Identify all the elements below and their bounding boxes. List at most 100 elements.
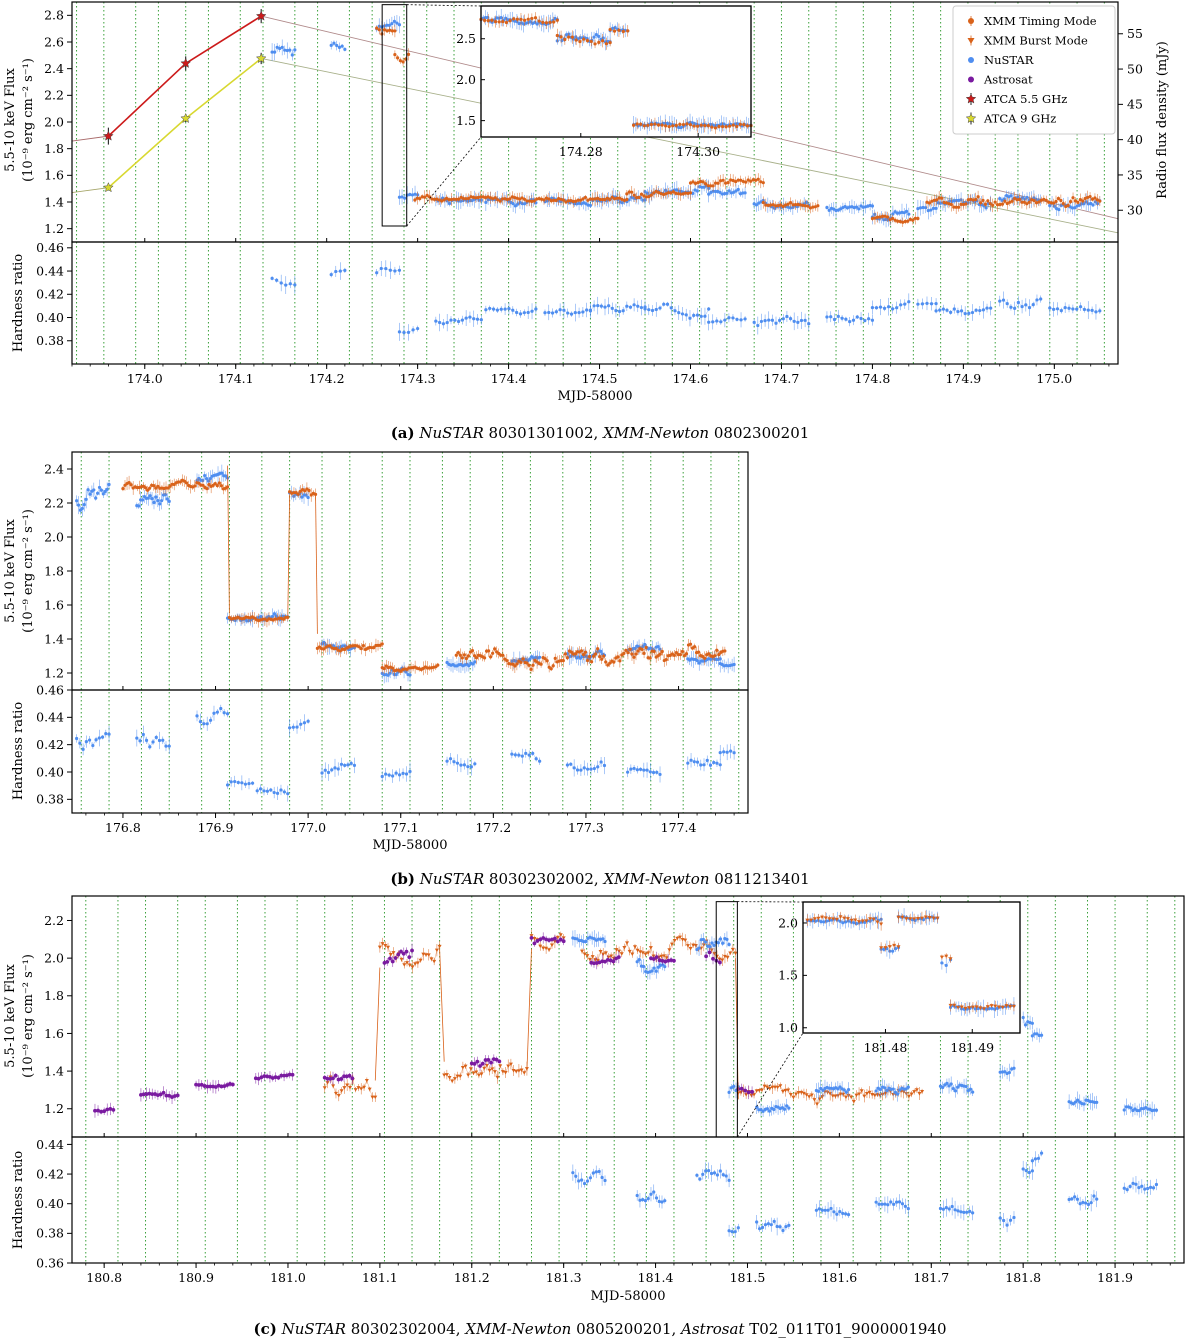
- y-tick-label: 1.8: [44, 141, 64, 156]
- y-tick-label: 1.2: [44, 221, 64, 236]
- atca-5.5-point: [180, 57, 192, 68]
- nustar-segment: [445, 656, 477, 674]
- xmm-segment: [555, 28, 612, 50]
- xmm-point: [625, 197, 629, 202]
- nustar-point: [907, 300, 911, 304]
- hardness-y-axis-ticks: 0.38 0.40 0.42 0.44 0.46: [36, 240, 72, 348]
- zoom-connector: [406, 4, 482, 7]
- xmm-point: [481, 195, 485, 199]
- nustar-point: [278, 46, 282, 51]
- flux-data-points: [270, 15, 1102, 228]
- radio-y-tick-label: 45: [1127, 97, 1143, 112]
- nustar-segment: [375, 260, 402, 279]
- nustar-point: [743, 191, 747, 195]
- radio-y-tick-label: 50: [1127, 61, 1143, 76]
- nustar-segment: [434, 310, 483, 332]
- nustar-segment: [510, 748, 542, 765]
- nustar-point: [157, 738, 162, 743]
- nustar-point: [408, 769, 412, 774]
- inset-x-tick-label: 174.28: [559, 144, 603, 159]
- nustar-point: [893, 210, 897, 214]
- xmm-point: [678, 653, 683, 657]
- nustar-segment: [752, 310, 811, 335]
- xmm-segment: [121, 474, 230, 496]
- atca-5.5-fit-line: [72, 135, 109, 142]
- xmm-point: [916, 216, 920, 221]
- x-axis-label: MJD-58000: [558, 389, 633, 404]
- nustar-point: [107, 732, 111, 736]
- nustar-point: [732, 662, 736, 667]
- inset-x-tick-label: 174.30: [676, 144, 720, 159]
- xmm-point: [761, 181, 765, 185]
- atca-5.5-line: [185, 15, 262, 65]
- atca-9-point: [180, 112, 192, 124]
- nustar-segment: [397, 185, 420, 205]
- nustar-segment: [1048, 300, 1102, 320]
- nustar-point: [250, 781, 255, 785]
- nustar-segment: [825, 309, 875, 327]
- legend-marker: [965, 112, 977, 124]
- nustar-point: [229, 780, 233, 784]
- xmm-point: [713, 654, 717, 658]
- y-tick-label: 1.4: [44, 194, 64, 209]
- nustar-link: [85, 489, 89, 500]
- xmm-point: [657, 191, 661, 195]
- radio-y-label: Radio flux density (mJy): [1155, 41, 1170, 199]
- x-tick-label: 174.6: [673, 371, 709, 386]
- nustar-point: [97, 736, 101, 740]
- nustar-point: [152, 500, 156, 505]
- atca-9-point: [103, 181, 114, 193]
- xmm-point: [519, 660, 523, 664]
- flux-y-label: 5.5-10 keV Flux: [3, 67, 18, 171]
- nustar-point: [459, 763, 463, 767]
- caption-a: (a) NuSTAR 80301301002, XMM-Newton 08023…: [391, 424, 810, 442]
- nustar-point: [397, 773, 402, 777]
- hardness-y-label: Hardness ratio: [11, 254, 26, 353]
- y-tick-label: 2.0: [44, 114, 64, 129]
- xmm-link: [645, 647, 649, 658]
- caption-instrument: NuSTAR: [418, 424, 483, 442]
- xmm-point: [380, 642, 384, 646]
- nustar-point: [167, 499, 171, 503]
- nustar-point: [158, 502, 162, 506]
- legend-label: NuSTAR: [984, 53, 1034, 67]
- xmm-point: [688, 191, 693, 195]
- nustar-point: [934, 302, 938, 306]
- nustar-point: [212, 711, 216, 715]
- nustar-point: [479, 198, 483, 202]
- nustar-point: [164, 744, 168, 748]
- nustar-point: [380, 774, 384, 779]
- nustar-segment: [934, 300, 993, 321]
- xmm-point: [406, 52, 411, 56]
- xmm-segment: [227, 611, 290, 628]
- xmm-point: [537, 196, 541, 201]
- nustar-segment: [484, 302, 538, 320]
- legend-label: Astrosat: [983, 73, 1033, 87]
- nustar-point: [306, 495, 310, 500]
- xmm-point: [713, 126, 718, 130]
- x-tick-label: 174.7: [764, 371, 800, 386]
- nustar-segment: [825, 198, 875, 219]
- xmm-segment: [688, 173, 765, 192]
- nustar-segment: [270, 274, 297, 295]
- xmm-segment: [454, 638, 727, 674]
- nustar-segment: [1048, 193, 1102, 217]
- xmm-point: [489, 655, 493, 659]
- y-tick-label: 2.8: [44, 8, 64, 23]
- legend-label: XMM Timing Mode: [984, 14, 1097, 28]
- xmm-segment: [380, 659, 440, 677]
- xmm-point: [626, 29, 630, 33]
- nustar-segment: [445, 753, 477, 776]
- nustar-segment: [75, 725, 111, 756]
- xmm-point: [359, 647, 363, 651]
- nustar-point: [285, 48, 289, 53]
- xmm-point: [471, 195, 475, 199]
- flux-y-axis-ticks: 1.2 1.4 1.6 1.8 2.0 2.2 2.4 2.6 2.8: [44, 8, 72, 236]
- xmm-point: [746, 178, 750, 182]
- nustar-point: [156, 498, 160, 503]
- hr-y-tick-label: 0.44: [36, 263, 64, 278]
- nustar-point: [306, 719, 310, 723]
- x-tick-label: 174.2: [309, 371, 345, 386]
- atca-5.5-point: [255, 10, 267, 21]
- xmm-point: [555, 18, 559, 22]
